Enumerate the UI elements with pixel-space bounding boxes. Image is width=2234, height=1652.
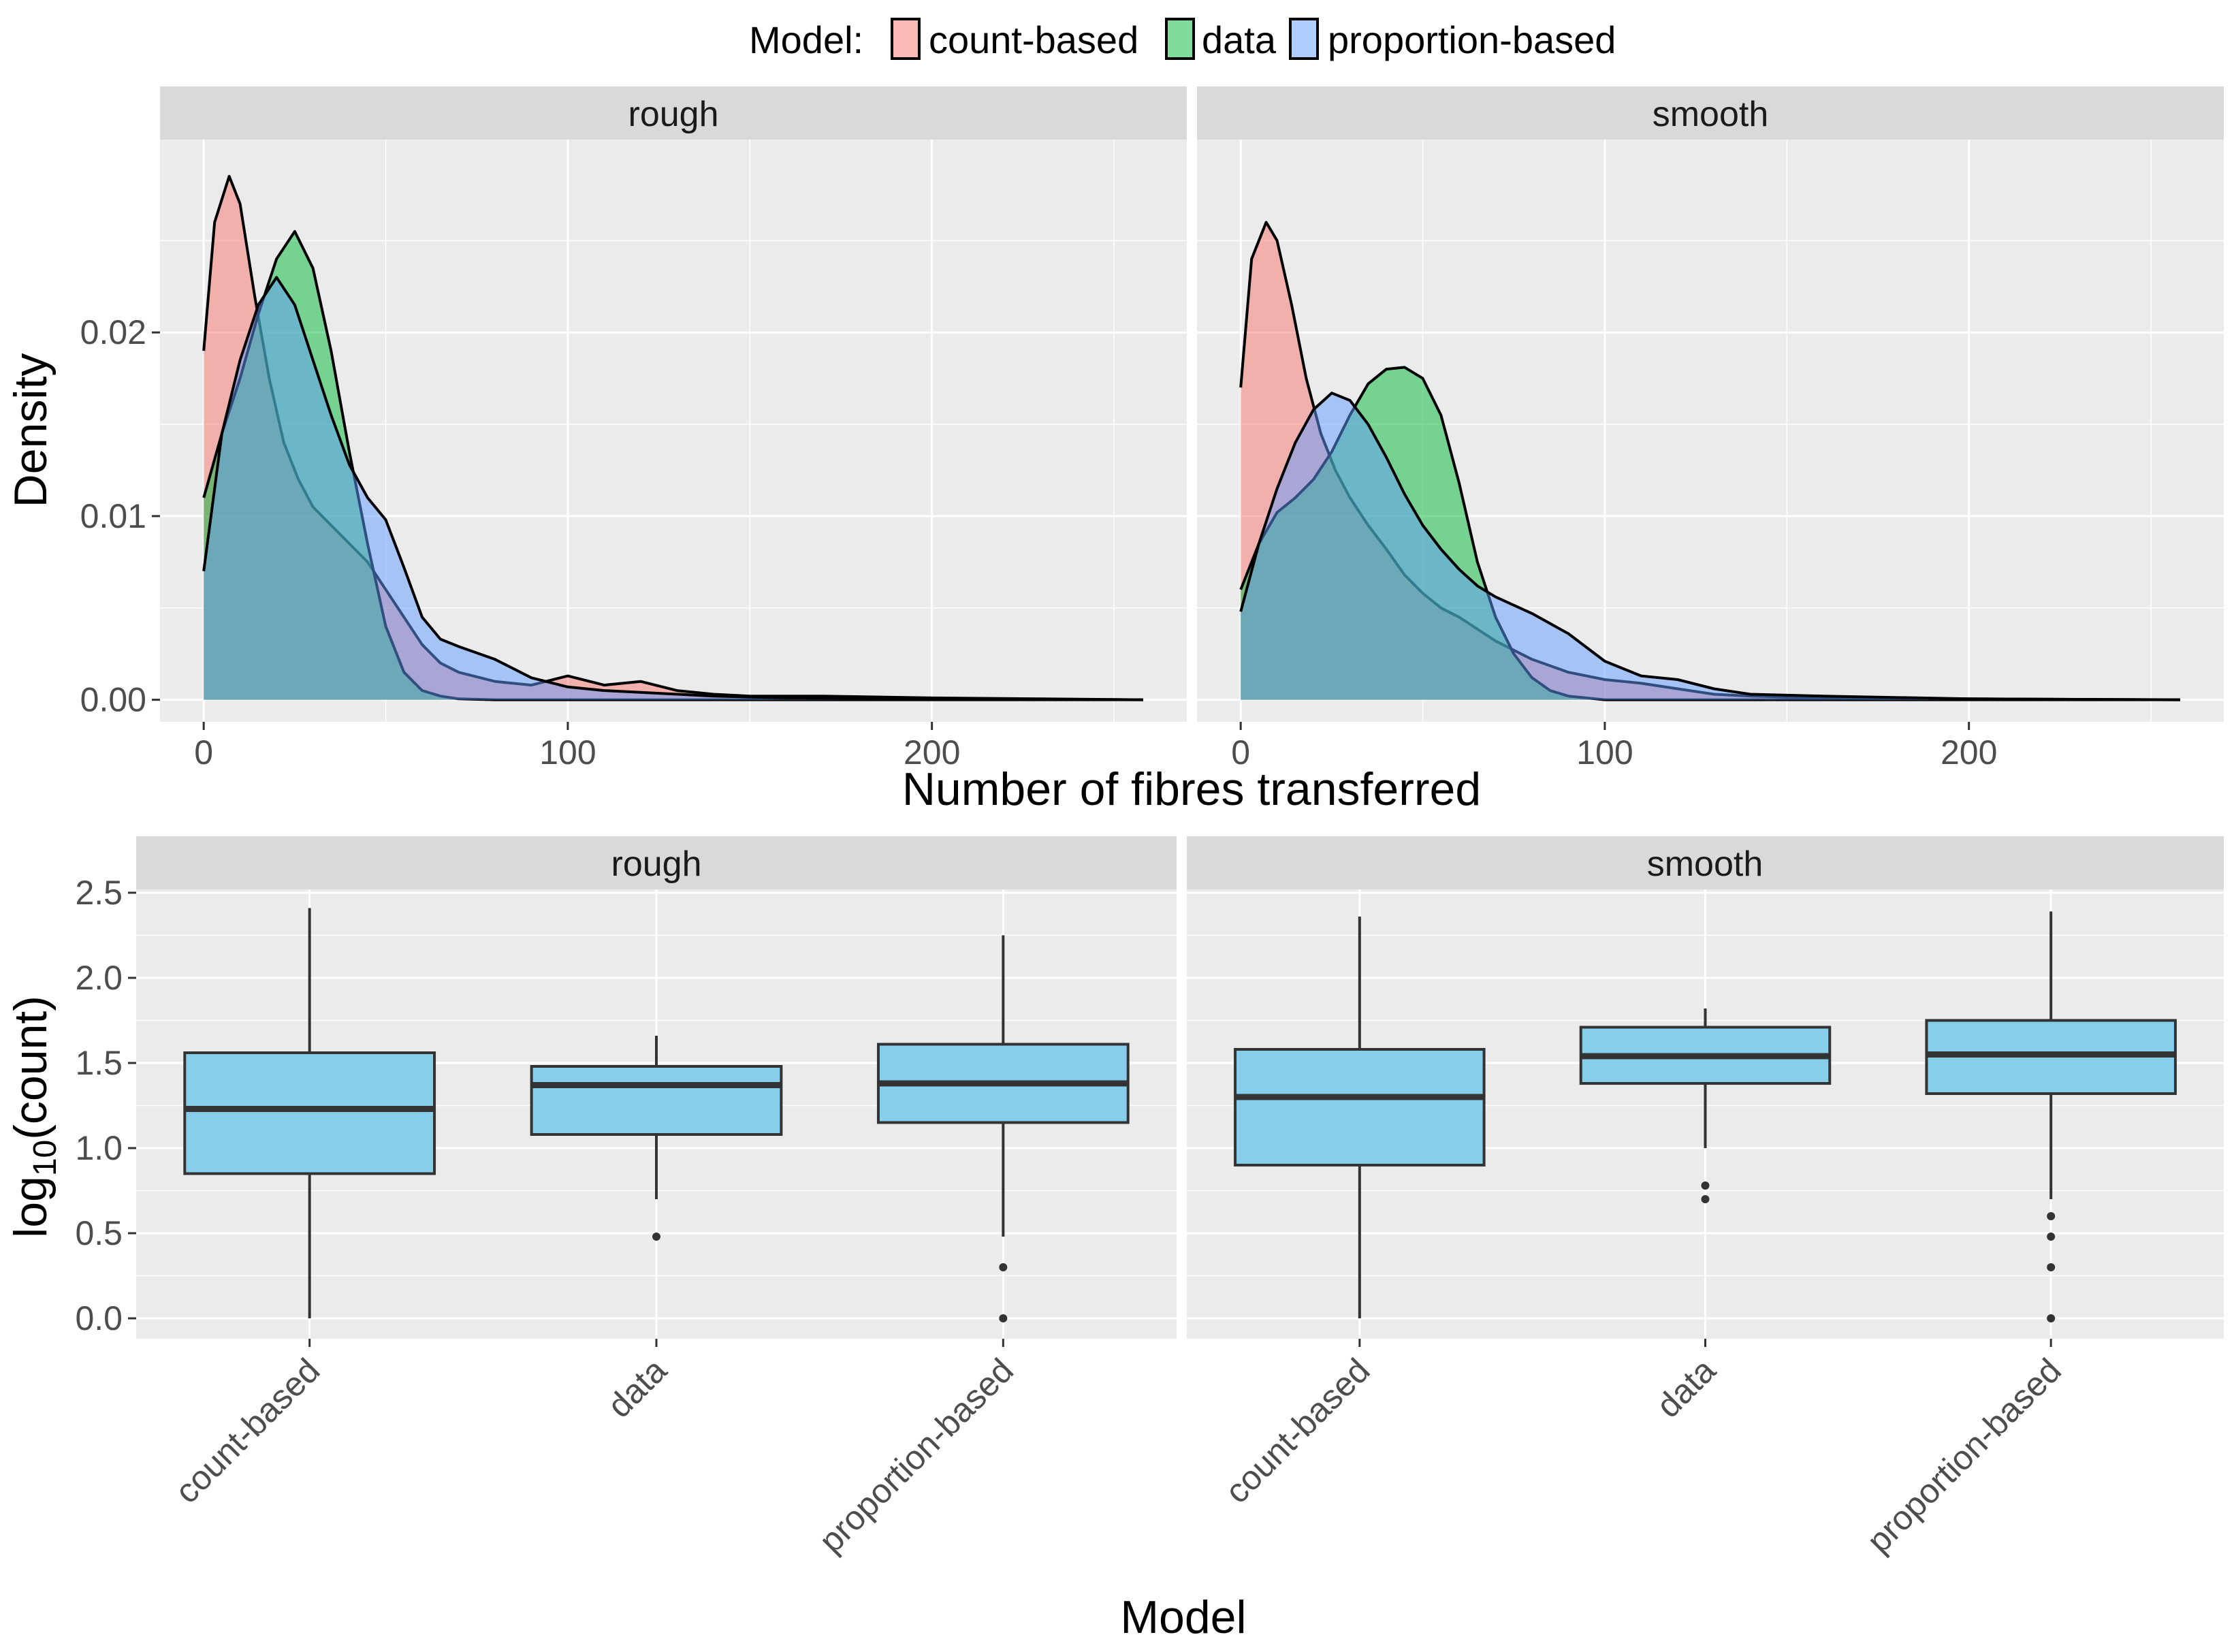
box-y-tick-label: 1.5 [75, 1044, 123, 1082]
legend-key-data [1165, 18, 1195, 60]
box-strip-label-smooth: smooth [1647, 844, 1764, 884]
boxplot-chart: rough smooth 0.0 0.5 1.0 1.5 2.0 2.5 count-bas… [5, 836, 2224, 1643]
density-x-axis-title: Number of fibres transferred [902, 763, 1481, 815]
box-strip-label-rough: rough [611, 844, 702, 884]
box-rough-count-based [183, 1051, 436, 1175]
box-outlier-smooth-proportion-based [2047, 1233, 2056, 1241]
box-y-tick-label: 0.5 [75, 1214, 123, 1252]
box-smooth-count-based [1234, 1048, 1486, 1166]
box-outlier-rough-data [652, 1233, 660, 1241]
box-rough-data [530, 1065, 783, 1136]
legend-title: Model: [749, 18, 863, 61]
box-x-tick-label: count-based [1217, 1351, 1377, 1510]
box-x-tick-label: proportion-based [1860, 1351, 2069, 1560]
box-series-smooth [1234, 911, 2177, 1322]
box-strip-rough [136, 836, 1177, 889]
box-strip-smooth [1187, 836, 2224, 889]
density-series-smooth [1239, 221, 2180, 701]
legend-label-data: data [1202, 18, 1277, 61]
density-y-tick-label: 0.00 [80, 681, 146, 719]
density-strip-smooth [1197, 86, 2224, 140]
density-area-smooth-proportion-based [1241, 393, 2180, 700]
box-y-axis-title-rest: (count) [5, 996, 57, 1140]
density-line-smooth-proportion-based [1239, 392, 2180, 701]
legend-key-proportion-based [1289, 18, 1319, 60]
box-x-tick-label: data [1649, 1351, 1723, 1425]
box-x-axis-title: Model [1120, 1591, 1246, 1643]
density-y-tick-label: 0.02 [80, 313, 146, 351]
box-outlier-rough-proportion-based [999, 1314, 1008, 1322]
box-outlier-smooth-proportion-based [2047, 1263, 2056, 1271]
density-axis-ticks: 0 100 200 0.00 0.01 0.02 0 100 200 [80, 313, 1998, 772]
legend: Model: count-based data proportion-based [749, 18, 1616, 61]
density-strip-label-smooth: smooth [1653, 95, 1769, 134]
density-y-axis-title: Density [5, 353, 57, 508]
box-x-tick-label: proportion-based [812, 1351, 1021, 1560]
density-x-tick-label: 200 [1941, 733, 1997, 772]
density-strip-label-rough: rough [628, 95, 719, 134]
legend-key-count-based [891, 18, 921, 60]
legend-label-proportion-based: proportion-based [1328, 18, 1616, 61]
box-x-tick-label: data [600, 1351, 674, 1425]
density-line-rough-proportion-based [202, 276, 1143, 701]
density-area-rough-proportion-based [204, 277, 1143, 700]
box-y-tick-label: 2.5 [75, 874, 123, 912]
box-x-tick-label: count-based [167, 1351, 327, 1510]
density-y-tick-label: 0.01 [80, 497, 146, 535]
density-x-tick-label: 100 [1576, 733, 1633, 772]
density-x-tick-label: 0 [194, 733, 213, 772]
density-series-rough [202, 174, 1143, 701]
box-series-rough [183, 908, 1130, 1322]
box-y-axis-title-subscript: 10 [27, 1140, 63, 1176]
box-outlier-smooth-proportion-based [2047, 1212, 2056, 1220]
legend-label-count-based: count-based [929, 18, 1138, 61]
box-outlier-rough-proportion-based [999, 1263, 1008, 1271]
box-y-tick-label: 0.0 [75, 1299, 123, 1337]
density-x-tick-label: 100 [539, 733, 596, 772]
density-x-tick-label: 200 [904, 733, 960, 772]
box-y-tick-label: 1.0 [75, 1129, 123, 1167]
density-strip-rough [160, 86, 1187, 140]
box-outlier-smooth-data [1701, 1195, 1710, 1203]
density-x-tick-label: 0 [1231, 733, 1250, 772]
box-outlier-smooth-proportion-based [2047, 1314, 2056, 1322]
box-y-axis-title: log10(count) [5, 996, 63, 1238]
box-outlier-smooth-data [1701, 1181, 1710, 1190]
box-y-tick-label: 2.0 [75, 959, 123, 997]
